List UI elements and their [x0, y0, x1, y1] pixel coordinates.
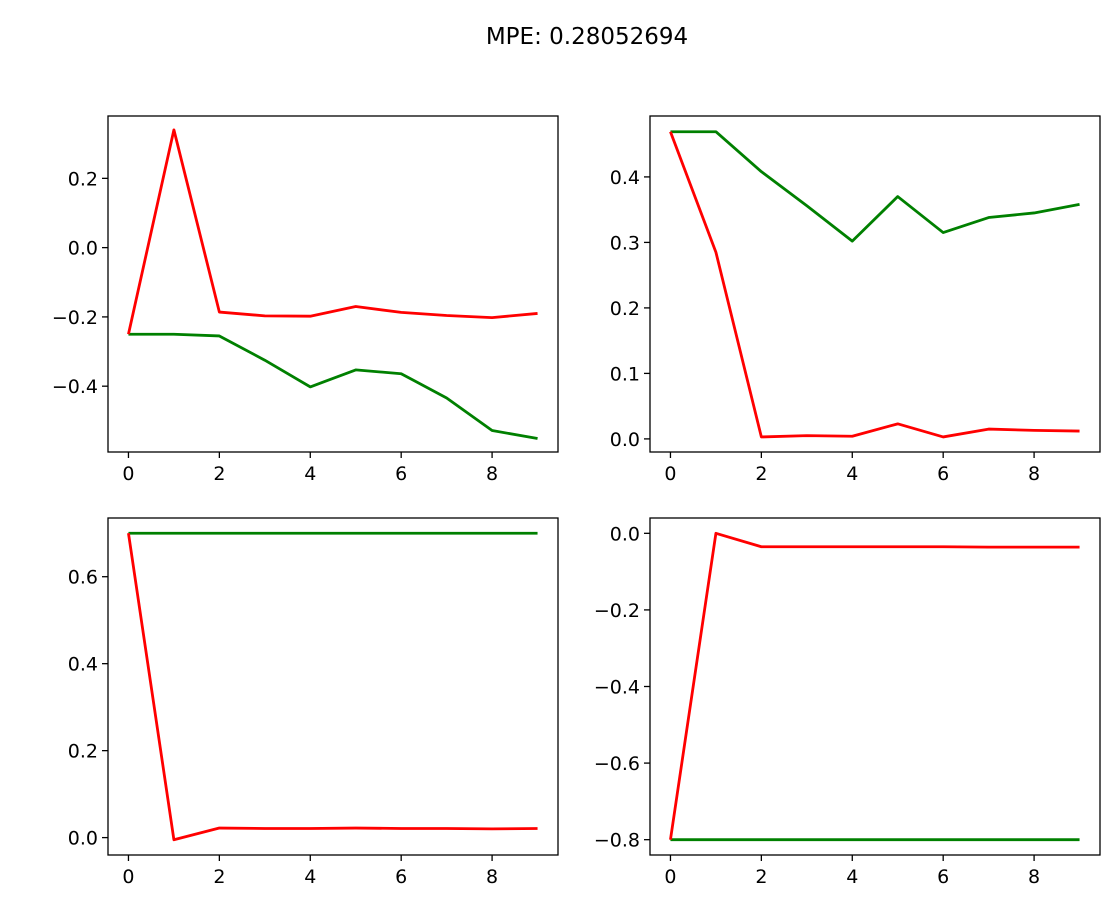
y-tick-label: −0.4: [594, 677, 640, 699]
y-tick-label: 0.1: [610, 363, 640, 385]
x-tick-label: 0: [122, 866, 134, 888]
y-tick-label: 0.0: [610, 429, 640, 451]
x-tick-label: 2: [213, 463, 225, 485]
x-tick-label: 2: [755, 866, 767, 888]
y-tick-label: −0.4: [52, 376, 98, 398]
y-tick-label: 0.4: [68, 654, 98, 676]
y-tick-label: 0.2: [610, 298, 640, 320]
y-tick-label: 0.0: [610, 523, 640, 545]
series-line-red: [127, 533, 538, 842]
x-tick-label: 8: [486, 866, 498, 888]
y-tick-label: 0.4: [610, 167, 640, 189]
x-tick-label: 4: [846, 463, 858, 485]
subplot-top-right: 0 2 4 6 8 0.0 0.1 0.2 0.3 0.4: [610, 115, 1101, 485]
x-tick-label: 4: [304, 463, 316, 485]
y-tick-label: 0.0: [68, 828, 98, 850]
series-line-green: [128, 332, 538, 440]
x-tick-label: 4: [846, 866, 858, 888]
axes-frame: [107, 517, 559, 856]
series-line-red: [127, 128, 538, 335]
subplot-bottom-left: 0 2 4 6 8 0.0 0.2 0.4 0.6: [68, 517, 559, 888]
subplots-container: 0 2 4 6 8−0.4−0.20.00.20 2 4 6 80.00.10.20.30.40…: [52, 115, 1101, 888]
series-line-green: [670, 130, 1080, 243]
x-tick-label: 4: [304, 866, 316, 888]
y-tick-label: 0.6: [68, 567, 98, 589]
x-tick-label: 0: [664, 866, 676, 888]
x-tick-label: 0: [664, 463, 676, 485]
x-tick-label: 6: [395, 463, 407, 485]
x-tick-label: 8: [486, 463, 498, 485]
y-tick-label: 0.2: [68, 168, 98, 190]
y-tick-label: 0.3: [610, 232, 640, 254]
y-tick-label: −0.6: [594, 753, 640, 775]
x-tick-label: 2: [213, 866, 225, 888]
subplot-top-left: 0 2 4 6 8 −0.4 −0.2 0.0 0.2: [52, 115, 559, 485]
y-tick-label: −0.2: [52, 307, 98, 329]
series-line-red: [669, 131, 1080, 439]
x-tick-label: 6: [395, 866, 407, 888]
x-tick-label: 6: [937, 866, 949, 888]
y-tick-label: −0.2: [594, 600, 640, 622]
axes-frame: [107, 115, 559, 453]
series-line-red: [669, 531, 1080, 840]
y-tick-label: 0.0: [68, 238, 98, 260]
x-tick-label: 2: [755, 463, 767, 485]
axes-frame: [649, 115, 1101, 453]
x-tick-label: 6: [937, 463, 949, 485]
subplot-bottom-right: 0 2 4 6 8 −0.8 −0.6 −0.4 −0.2 0.0: [594, 517, 1101, 888]
y-tick-label: 0.2: [68, 741, 98, 763]
figure-suptitle: MPE: 0.28052694: [486, 24, 688, 50]
x-tick-label: 8: [1028, 463, 1040, 485]
y-tick-label: −0.8: [594, 830, 640, 852]
x-tick-label: 0: [122, 463, 134, 485]
x-tick-label: 8: [1028, 866, 1040, 888]
